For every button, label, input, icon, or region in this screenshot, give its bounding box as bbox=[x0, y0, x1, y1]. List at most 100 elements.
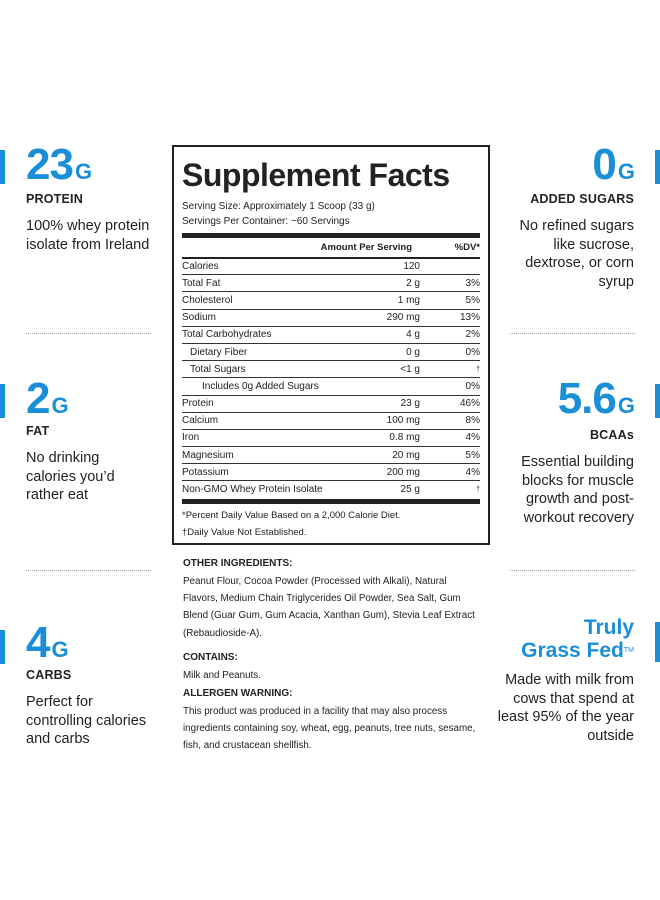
nutrient-dv: † bbox=[476, 365, 480, 373]
fat-label: FAT bbox=[26, 424, 50, 438]
facts-header-row: Amount Per Serving %DV* bbox=[182, 238, 480, 257]
nutrient-dv: 13% bbox=[459, 312, 480, 324]
serving-info: Serving Size: Approximately 1 Scoop (33 … bbox=[182, 199, 480, 229]
bcaa-label: BCAAs bbox=[589, 428, 634, 442]
nutrient-dv: 4% bbox=[465, 432, 480, 444]
amount-header: Amount Per Serving bbox=[320, 242, 412, 253]
carbs-value: 4G bbox=[26, 618, 69, 667]
trademark: TM bbox=[623, 647, 634, 654]
footnote-not-established: †Daily Value Not Established. bbox=[182, 526, 307, 538]
left-accent-bar-fat bbox=[0, 384, 5, 418]
bcaa-value: 5.6G bbox=[557, 374, 635, 423]
nutrient-name: Cholesterol bbox=[182, 294, 233, 306]
sugars-description: No refined sugars like sucrose, dextrose… bbox=[519, 218, 634, 290]
nutrient-amount: 0 g bbox=[406, 346, 420, 358]
nutrient-name: Protein bbox=[182, 398, 214, 410]
nutrient-amount: 2 g bbox=[406, 277, 420, 289]
facts-row: Iron 0.8 mg 4% bbox=[182, 428, 480, 446]
facts-row: Sodium 290 mg 13% bbox=[182, 308, 480, 326]
fat-description: No drinking calories you’d rather eat bbox=[26, 450, 115, 503]
nutrient-name: Dietary Fiber bbox=[190, 346, 248, 358]
nutrient-dv: 5% bbox=[465, 449, 480, 461]
nutrient-name: Calories bbox=[182, 261, 219, 273]
right-accent-bar-grassfed bbox=[655, 622, 660, 662]
nutrient-dv: 4% bbox=[465, 466, 480, 478]
nutrient-amount: 20 mg bbox=[392, 449, 420, 461]
sugars-value: 0G bbox=[592, 140, 635, 189]
nutrient-dv: 5% bbox=[465, 294, 480, 306]
dv-header: %DV* bbox=[454, 242, 480, 253]
nutrient-amount: 0.8 mg bbox=[389, 432, 420, 444]
serving-size: Serving Size: Approximately 1 Scoop (33 … bbox=[182, 201, 375, 212]
nutrient-name: Calcium bbox=[182, 415, 219, 427]
nutrient-dv: 3% bbox=[465, 277, 480, 289]
nutrient-name: Includes 0g Added Sugars bbox=[202, 380, 319, 392]
nutrient-name: Iron bbox=[182, 432, 200, 444]
nutrient-amount: 1 mg bbox=[397, 294, 420, 306]
carbs-description: Perfect for controlling calories and car… bbox=[26, 694, 147, 747]
nutrient-amount: 120 bbox=[403, 261, 420, 273]
facts-row: Dietary Fiber 0 g 0% bbox=[182, 342, 480, 360]
nutrient-amount: 100 mg bbox=[386, 415, 420, 427]
footnote-dv: *Percent Daily Value Based on a 2,000 Ca… bbox=[182, 509, 401, 521]
left-accent-bar-carbs bbox=[0, 630, 5, 664]
grassfed-title: Truly Grass FedTM bbox=[521, 616, 634, 662]
divider bbox=[510, 570, 635, 571]
servings-per-container: Servings Per Container: ~60 Servings bbox=[182, 216, 350, 227]
nutrient-amount: 25 g bbox=[400, 484, 420, 496]
nutrient-name: Total Carbohydrates bbox=[182, 329, 272, 341]
facts-row: Total Fat 2 g 3% bbox=[182, 274, 480, 291]
facts-footnotes: *Percent Daily Value Based on a 2,000 Ca… bbox=[182, 504, 480, 541]
facts-rows: Calories 120 Total Fat 2 g 3% Cholesterol 1 mg… bbox=[182, 257, 480, 498]
facts-row: Calcium 100 mg 8% bbox=[182, 411, 480, 429]
nutrient-dv: † bbox=[476, 486, 480, 494]
bcaa-description: Essential building blocks for muscle gro… bbox=[521, 454, 634, 526]
facts-row: Magnesium 20 mg 5% bbox=[182, 446, 480, 463]
facts-row: Non-GMO Whey Protein Isolate 25 g † bbox=[182, 480, 480, 497]
facts-row: Calories 120 bbox=[182, 257, 480, 274]
protein-label: PROTEIN bbox=[26, 192, 83, 206]
facts-title: Supplement Facts bbox=[182, 157, 450, 193]
carbs-label: CARBS bbox=[26, 668, 72, 682]
facts-row: Includes 0g Added Sugars 0% bbox=[182, 377, 480, 394]
ingredients-section: OTHER INGREDIENTS: Peanut Flour, Cocoa P… bbox=[183, 558, 483, 755]
thick-rule bbox=[182, 498, 480, 504]
right-accent-bar-sugars bbox=[655, 150, 660, 184]
contains-text: Milk and Peanuts. bbox=[183, 669, 261, 681]
nutrient-dv: 46% bbox=[459, 398, 480, 410]
divider bbox=[510, 333, 635, 334]
thick-rule bbox=[182, 233, 480, 238]
grassfed-title-line2: Grass FedTM bbox=[521, 639, 634, 662]
nutrient-name: Total Fat bbox=[182, 277, 221, 289]
divider bbox=[26, 570, 151, 571]
nutrient-amount: 4 g bbox=[406, 329, 420, 341]
other-ingredients-heading: OTHER INGREDIENTS: bbox=[183, 558, 293, 569]
nutrient-name: Potassium bbox=[182, 466, 229, 478]
grassfed-title-line1: Truly bbox=[583, 616, 634, 639]
divider bbox=[26, 333, 151, 334]
fat-value: 2G bbox=[26, 374, 69, 423]
left-accent-bar-protein bbox=[0, 150, 5, 184]
grassfed-description: Made with milk from cows that spend at l… bbox=[497, 672, 634, 744]
nutrient-dv: 0% bbox=[465, 346, 480, 358]
nutrient-amount: 23 g bbox=[400, 398, 420, 410]
nutrient-dv: 8% bbox=[465, 415, 480, 427]
nutrient-name: Sodium bbox=[182, 312, 216, 324]
nutrient-amount: <1 g bbox=[400, 363, 420, 375]
right-accent-bar-bcaa bbox=[655, 384, 660, 418]
allergen-heading: ALLERGEN WARNING: bbox=[183, 688, 293, 700]
facts-row: Protein 23 g 46% bbox=[182, 394, 480, 412]
facts-row: Cholesterol 1 mg 5% bbox=[182, 291, 480, 308]
sugars-label: ADDED SUGARS bbox=[530, 192, 634, 206]
protein-value: 23G bbox=[26, 140, 92, 189]
other-ingredients-text: Peanut Flour, Cocoa Powder (Processed wi… bbox=[183, 576, 475, 639]
nutrient-dv: 2% bbox=[465, 329, 480, 341]
facts-row: Total Sugars <1 g † bbox=[182, 360, 480, 377]
facts-row: Total Carbohydrates 4 g 2% bbox=[182, 325, 480, 343]
contains-heading: CONTAINS: bbox=[183, 651, 238, 663]
supplement-facts-panel: Supplement Facts Serving Size: Approxima… bbox=[172, 145, 490, 545]
nutrient-dv: 0% bbox=[465, 380, 480, 392]
nutrient-amount: 200 mg bbox=[386, 466, 420, 478]
nutrient-name: Magnesium bbox=[182, 449, 234, 461]
nutrient-amount: 290 mg bbox=[386, 312, 420, 324]
